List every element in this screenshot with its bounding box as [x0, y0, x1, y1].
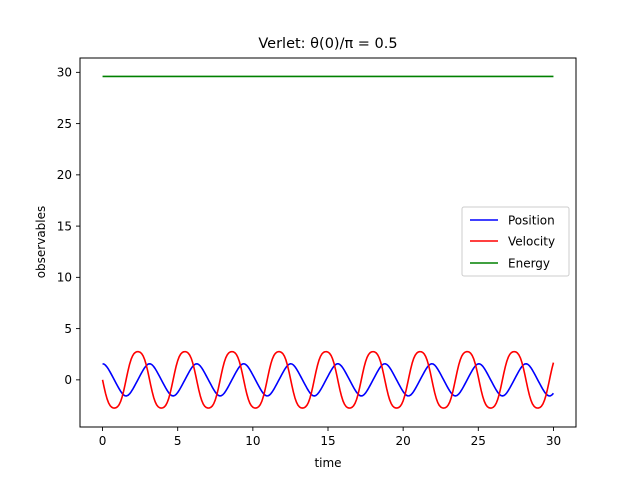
- plot-area: [101, 75, 555, 409]
- legend-label-velocity: Velocity: [508, 235, 555, 249]
- y-tick-label: 25: [57, 117, 72, 131]
- x-axis-title: time: [314, 456, 341, 470]
- x-tick-label: 10: [245, 434, 260, 448]
- x-tick-label: 20: [396, 434, 411, 448]
- chart-title: Verlet: θ(0)/π = 0.5: [258, 36, 397, 52]
- x-tick-label: 25: [471, 434, 486, 448]
- y-tick-label: 20: [57, 168, 72, 182]
- series-line-position: [102, 362, 555, 397]
- y-tick-label: 30: [57, 66, 72, 80]
- legend-label-position: Position: [508, 214, 555, 228]
- legend: Position Velocity Energy: [461, 206, 570, 277]
- series-layer: [101, 75, 555, 409]
- series-line-velocity: [101, 350, 555, 409]
- y-tick-label: 15: [57, 219, 72, 233]
- y-tick-label: 5: [64, 322, 72, 336]
- y-tick-label: 0: [64, 373, 72, 387]
- y-axis: 0 5 10 15 20 25 30: [57, 66, 80, 387]
- x-axis: 0 5 10 15 20 25 30: [99, 427, 561, 448]
- legend-box: [461, 206, 570, 277]
- x-tick-label: 0: [99, 434, 107, 448]
- y-axis-title: observables: [34, 206, 48, 279]
- legend-label-energy: Energy: [508, 257, 550, 271]
- x-tick-label: 30: [546, 434, 561, 448]
- x-tick-label: 15: [320, 434, 335, 448]
- x-tick-label: 5: [174, 434, 182, 448]
- y-tick-label: 10: [57, 271, 72, 285]
